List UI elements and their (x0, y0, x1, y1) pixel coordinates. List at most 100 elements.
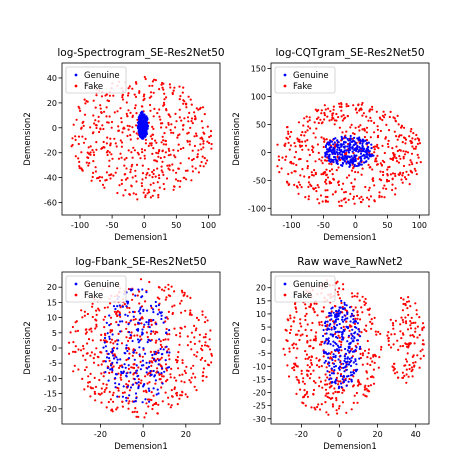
fake-point (358, 129, 361, 132)
genuine-point (133, 349, 137, 352)
genuine-point (346, 145, 349, 148)
fake-point (340, 115, 343, 118)
fake-point (301, 168, 304, 171)
fake-point (350, 169, 354, 172)
genuine-point (157, 371, 160, 374)
fake-point (335, 399, 338, 402)
fake-point (175, 361, 179, 364)
genuine-point (333, 321, 336, 324)
fake-point (128, 125, 131, 128)
fake-point (182, 99, 185, 102)
fake-point (311, 148, 314, 152)
fake-point (308, 377, 311, 380)
y-axis-label: Demension2 (23, 112, 33, 165)
fake-point (127, 128, 130, 131)
genuine-point (137, 381, 140, 384)
fake-point (100, 401, 103, 404)
fake-point (109, 331, 112, 334)
fake-point (329, 397, 332, 400)
genuine-point (332, 333, 335, 336)
fake-point (145, 402, 148, 405)
fake-point (138, 91, 141, 94)
genuine-point (162, 348, 165, 351)
fake-point (412, 321, 415, 324)
x-tick-label: 50 (171, 221, 181, 230)
fake-point (416, 325, 419, 328)
genuine-point (343, 370, 346, 373)
fake-point (180, 119, 183, 122)
fake-point (325, 159, 329, 162)
fake-point (94, 392, 97, 395)
fake-point (169, 406, 172, 409)
subplot-title: Raw wave_RawNet2 (297, 256, 403, 268)
genuine-point (333, 349, 336, 352)
genuine-point (343, 301, 346, 304)
fake-point (82, 354, 85, 357)
fake-point (128, 311, 131, 314)
fake-point (340, 105, 343, 109)
fake-point (146, 171, 149, 175)
fake-point (325, 182, 328, 185)
genuine-point (355, 346, 358, 349)
fake-point (163, 92, 166, 95)
fake-point (191, 122, 194, 125)
fake-point (202, 142, 205, 145)
fake-point (128, 352, 131, 355)
fake-point (407, 375, 410, 378)
fake-point (325, 316, 328, 319)
genuine-point (131, 339, 134, 343)
fake-point (201, 137, 204, 141)
fake-point (308, 366, 311, 369)
fake-point (353, 202, 356, 205)
fake-point (304, 357, 307, 360)
y-tick-label: -20 (253, 389, 266, 398)
x-tick-label: 20 (181, 430, 191, 439)
fake-point (177, 167, 180, 170)
fake-point (338, 287, 341, 290)
y-tick-label: 40 (47, 74, 57, 83)
fake-point (174, 178, 178, 181)
fake-point (320, 159, 323, 162)
fake-point (118, 184, 121, 187)
fake-point (123, 164, 126, 167)
genuine-point (337, 358, 340, 361)
genuine-point (125, 375, 128, 378)
fake-point (102, 382, 105, 385)
fake-point (287, 141, 290, 144)
fake-point (376, 154, 379, 157)
fake-point (144, 194, 147, 197)
fake-point (403, 176, 407, 179)
fake-point (209, 130, 213, 133)
fake-point (144, 375, 147, 378)
fake-point (300, 144, 304, 147)
genuine-point (144, 131, 147, 134)
genuine-point (331, 358, 334, 362)
fake-point (360, 331, 363, 334)
fake-point (315, 331, 318, 334)
genuine-point (332, 340, 335, 343)
genuine-point (362, 147, 365, 150)
fake-point (312, 369, 315, 372)
fake-point (358, 299, 361, 302)
fake-point (121, 405, 124, 408)
genuine-point (148, 389, 151, 392)
fake-point (356, 384, 360, 387)
genuine-point (334, 315, 337, 318)
fake-point (339, 373, 343, 376)
fake-point (164, 286, 167, 289)
fake-point (387, 139, 390, 142)
fake-point (285, 155, 288, 158)
genuine-point (336, 146, 339, 149)
genuine-point (337, 318, 340, 321)
fake-point (354, 126, 357, 129)
genuine-point (165, 331, 168, 335)
fake-point (304, 404, 307, 407)
fake-point (133, 363, 136, 366)
fake-point (121, 400, 124, 403)
genuine-point (141, 359, 144, 362)
legend-marker (283, 293, 287, 297)
fake-point (143, 93, 146, 96)
legend-label: Fake (84, 291, 103, 301)
fake-point (401, 318, 404, 322)
fake-point (316, 198, 319, 201)
